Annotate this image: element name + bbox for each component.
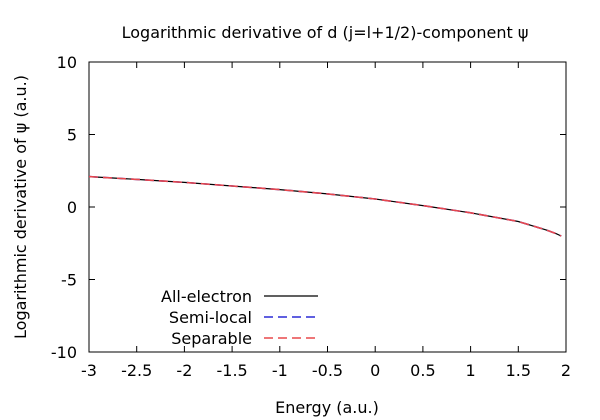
- legend: All-electron Semi-local Separable: [161, 287, 318, 348]
- legend-label: Separable: [171, 329, 252, 348]
- x-axis-label: Energy (a.u.): [275, 398, 379, 417]
- y-tick-label: -5: [61, 271, 77, 290]
- x-tick-label: -2: [176, 361, 192, 380]
- x-tick-label: 1: [466, 361, 476, 380]
- legend-label: Semi-local: [169, 308, 252, 327]
- x-tick-label: -3: [81, 361, 97, 380]
- x-tick-label: -0.5: [312, 361, 343, 380]
- chart-title: Logarithmic derivative of d (j=l+1/2)-co…: [122, 23, 529, 42]
- x-tick-label: -1.5: [216, 361, 247, 380]
- y-tick-label: 0: [67, 198, 77, 217]
- y-tick-label: -10: [51, 343, 77, 362]
- axis-ticks: -3 -2.5 -2 -1.5 -1 -0.5 0 0.5 1 1.5 2 -10 -5 0 5 10: [51, 53, 571, 380]
- y-axis-label: Logarithmic derivative of ψ (a.u.): [11, 75, 30, 339]
- series-line-all-electron: [88, 176, 562, 237]
- x-tick-label: 0.5: [410, 361, 435, 380]
- plot-frame: [88, 61, 567, 353]
- series-layer: [88, 175, 562, 237]
- x-tick-label: 0: [370, 361, 380, 380]
- legend-label: All-electron: [161, 287, 252, 306]
- x-tick-label: -1: [272, 361, 288, 380]
- x-tick-label: 2: [561, 361, 571, 380]
- x-tick-label: -2.5: [121, 361, 152, 380]
- series-line-separable: [88, 175, 562, 237]
- x-tick-label: 1.5: [506, 361, 531, 380]
- y-tick-label: 5: [67, 126, 77, 145]
- series-line-semi-local: [88, 175, 562, 237]
- y-tick-label: 10: [57, 53, 77, 72]
- plot-area: -3 -2.5 -2 -1.5 -1 -0.5 0 0.5 1 1.5 2 -10 -5 0 5 10 All…: [51, 53, 571, 380]
